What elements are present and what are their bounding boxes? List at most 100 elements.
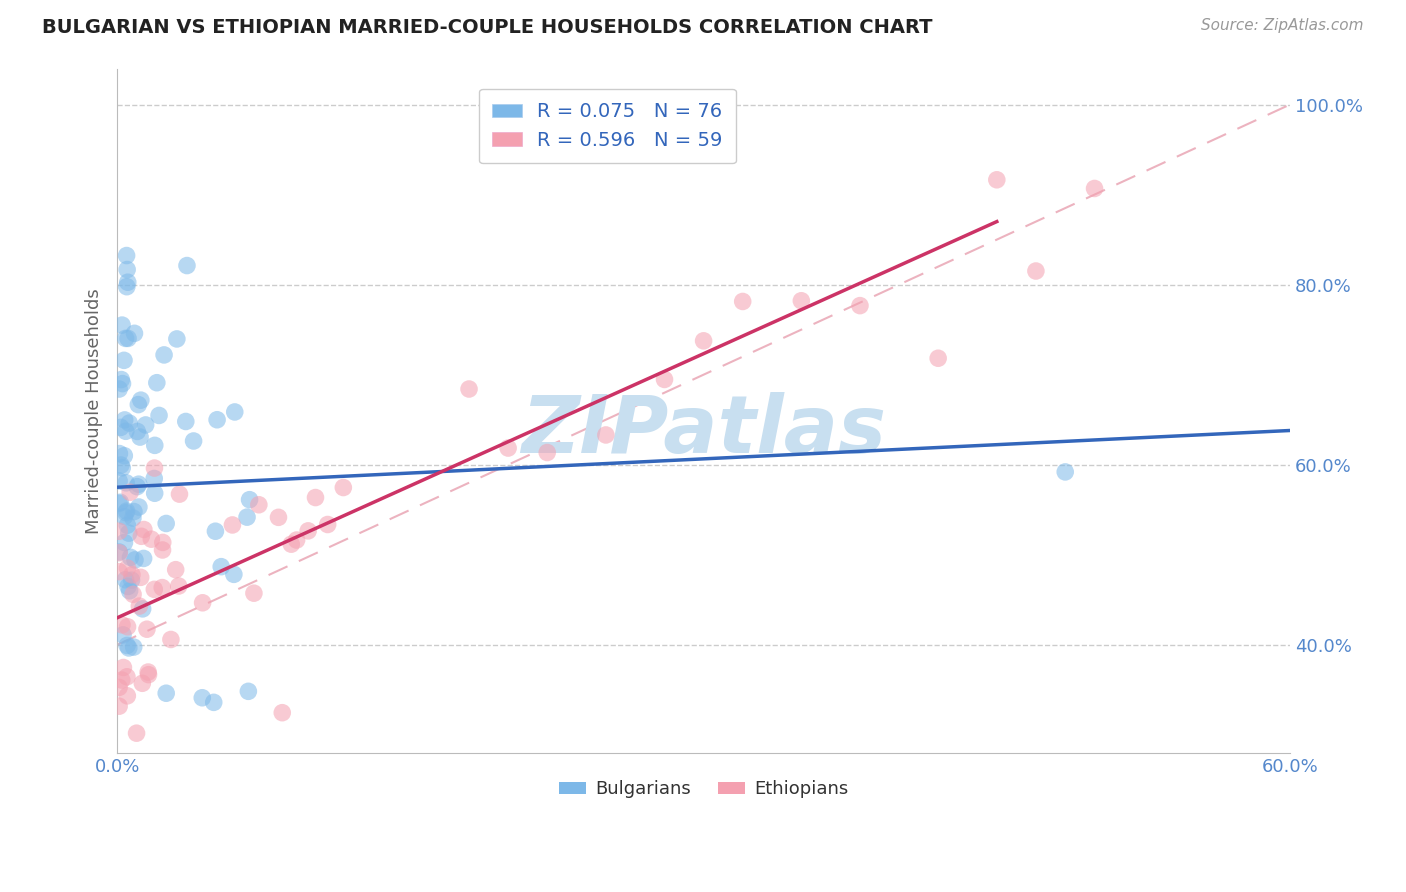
Point — [110, 373, 132, 387]
Point — [191, 690, 214, 705]
Point — [117, 620, 139, 634]
Point — [122, 587, 145, 601]
Point — [112, 449, 135, 463]
Point — [122, 640, 145, 654]
Point — [297, 524, 319, 538]
Point — [118, 416, 141, 430]
Point — [117, 518, 139, 533]
Point — [111, 318, 134, 332]
Point — [595, 428, 617, 442]
Point — [108, 699, 131, 714]
Point — [108, 524, 131, 539]
Point — [115, 248, 138, 262]
Point — [458, 382, 481, 396]
Point — [654, 372, 676, 386]
Point — [122, 505, 145, 519]
Point — [108, 546, 131, 560]
Point — [135, 417, 157, 432]
Point — [108, 681, 131, 695]
Point — [111, 673, 134, 687]
Point — [143, 486, 166, 500]
Point — [121, 573, 143, 587]
Point — [849, 299, 872, 313]
Point — [129, 570, 152, 584]
Point — [112, 628, 135, 642]
Point — [174, 415, 197, 429]
Point — [128, 477, 150, 491]
Point — [143, 582, 166, 597]
Point — [183, 434, 205, 448]
Point — [132, 551, 155, 566]
Point — [120, 485, 142, 500]
Point — [152, 535, 174, 549]
Point — [271, 706, 294, 720]
Point — [131, 529, 153, 543]
Point — [222, 567, 245, 582]
Point — [536, 445, 558, 459]
Legend: Bulgarians, Ethiopians: Bulgarians, Ethiopians — [551, 773, 855, 805]
Point — [110, 458, 132, 472]
Point — [131, 676, 153, 690]
Point — [150, 581, 173, 595]
Point — [239, 492, 262, 507]
Point — [114, 573, 136, 587]
Point — [166, 332, 188, 346]
Point — [731, 294, 754, 309]
Point — [125, 726, 148, 740]
Point — [112, 353, 135, 368]
Point — [790, 293, 813, 308]
Text: BULGARIAN VS ETHIOPIAN MARRIED-COUPLE HOUSEHOLDS CORRELATION CHART: BULGARIAN VS ETHIOPIAN MARRIED-COUPLE HO… — [42, 18, 932, 37]
Point — [1025, 264, 1047, 278]
Point — [148, 409, 170, 423]
Point — [165, 563, 187, 577]
Point — [112, 660, 135, 674]
Point — [138, 667, 160, 681]
Point — [280, 537, 302, 551]
Point — [169, 487, 191, 501]
Point — [155, 516, 177, 531]
Point — [108, 447, 131, 461]
Point — [132, 523, 155, 537]
Point — [111, 617, 134, 632]
Point — [153, 348, 176, 362]
Point — [285, 533, 308, 547]
Point — [160, 632, 183, 647]
Text: Source: ZipAtlas.com: Source: ZipAtlas.com — [1201, 18, 1364, 33]
Point — [176, 259, 198, 273]
Point — [243, 586, 266, 600]
Point — [110, 495, 132, 509]
Point — [117, 275, 139, 289]
Point — [124, 326, 146, 341]
Point — [146, 376, 169, 390]
Point — [136, 665, 159, 679]
Point — [332, 481, 354, 495]
Point — [692, 334, 714, 348]
Point — [127, 398, 149, 412]
Point — [191, 596, 214, 610]
Point — [120, 550, 142, 565]
Point — [136, 622, 159, 636]
Point — [117, 579, 139, 593]
Point — [115, 506, 138, 520]
Point — [209, 559, 232, 574]
Point — [1083, 181, 1105, 195]
Point — [202, 695, 225, 709]
Point — [267, 510, 290, 524]
Point — [114, 425, 136, 439]
Point — [108, 382, 131, 396]
Point — [108, 545, 131, 559]
Point — [205, 413, 228, 427]
Point — [117, 561, 139, 575]
Y-axis label: Married-couple Households: Married-couple Households — [86, 288, 103, 533]
Point — [129, 393, 152, 408]
Point — [221, 518, 243, 533]
Point — [110, 420, 132, 434]
Point — [304, 491, 326, 505]
Point — [127, 425, 149, 439]
Point — [111, 376, 134, 391]
Point — [1054, 465, 1077, 479]
Point — [131, 602, 153, 616]
Point — [122, 511, 145, 525]
Point — [128, 500, 150, 514]
Point — [108, 496, 131, 510]
